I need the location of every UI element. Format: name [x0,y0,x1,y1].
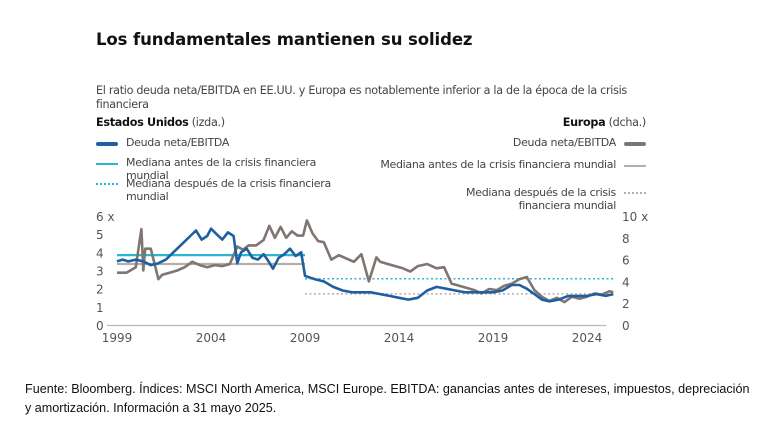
chart-subtitle: El ratio deuda neta/EBITDA en EE.UU. y E… [96,84,627,111]
left-tick-label: 0 [96,319,104,333]
right-axis-title-rest: (dcha.) [605,116,647,129]
right-tick-label: 4 [622,275,630,289]
right-axis-ticks: 0 2 4 6 8 10 x [622,210,648,333]
left-axis-title-rest: (izda.) [188,116,225,129]
legend-label: Mediana después de la crisis financiera … [126,177,331,203]
legend-right-item-pre-crisis: Mediana antes de la crisis financiera mu… [360,158,646,184]
left-axis-title-bold: Estados Unidos [96,116,189,129]
x-tick-label: 2019 [478,331,509,345]
source-footnote: Fuente: Bloomberg. Índices: MSCI North A… [25,382,750,415]
legend-label: Deuda neta/EBITDA [512,136,616,149]
legend-right-item-post-crisis: Mediana después de la crisis financiera … [360,186,646,214]
legend-left: Deuda neta/EBITDA Mediana antes de la cr… [96,136,396,216]
right-tick-label: 6 [622,254,630,268]
right-axis-title: Europa (dcha.) [562,116,647,129]
left-axis-title: Estados Unidos (izda.) [96,116,225,129]
right-tick-label: 0 [622,319,630,333]
x-tick-label: 1999 [102,331,133,345]
left-tick-label: 2 [96,283,104,297]
x-tick-label: 2024 [572,331,603,345]
left-axis-ticks: 0 1 2 3 4 5 6 x [96,210,115,333]
left-tick-label: 3 [96,265,104,279]
x-tick-label: 2009 [290,331,321,345]
left-tick-label: 5 [96,228,104,242]
legend-swatch-us-net-debt [96,142,118,146]
series-layer [116,219,614,304]
x-tick-label: 2004 [196,331,227,345]
x-tick-label: 2014 [384,331,415,345]
left-tick-label: 1 [96,301,104,315]
series-europa-deuda-neta-ebitda [117,219,614,304]
left-tick-label: 4 [96,246,104,260]
right-axis-title-bold: Europa [562,116,606,129]
series-estados-unidos-deuda-neta-ebitda [116,227,614,303]
legend-swatch-eu-post-crisis [624,192,646,194]
legend-label: Mediana antes de la crisis financiera mu… [126,156,317,182]
legend-swatch-us-pre-crisis [96,163,118,165]
legend-label: Deuda neta/EBITDA [126,136,230,149]
legend-label: Mediana antes de la crisis financiera mu… [380,158,616,171]
legend-right: Deuda neta/EBITDA Mediana antes de la cr… [360,136,646,216]
right-tick-label: 8 [622,232,630,246]
legend-swatch-us-post-crisis [96,183,118,185]
right-tick-label: 10 x [622,210,648,224]
legend-swatch-eu-pre-crisis [624,165,646,167]
legend-swatch-eu-net-debt [624,142,646,146]
chart-title: Los fundamentales mantienen su solidez [96,30,473,49]
x-axis-ticks: 1999 2004 2009 2014 2019 2024 [102,331,603,345]
right-tick-label: 2 [622,297,630,311]
legend-label: Mediana después de la crisis financiera … [466,186,616,212]
left-tick-label: 6 x [96,210,115,224]
